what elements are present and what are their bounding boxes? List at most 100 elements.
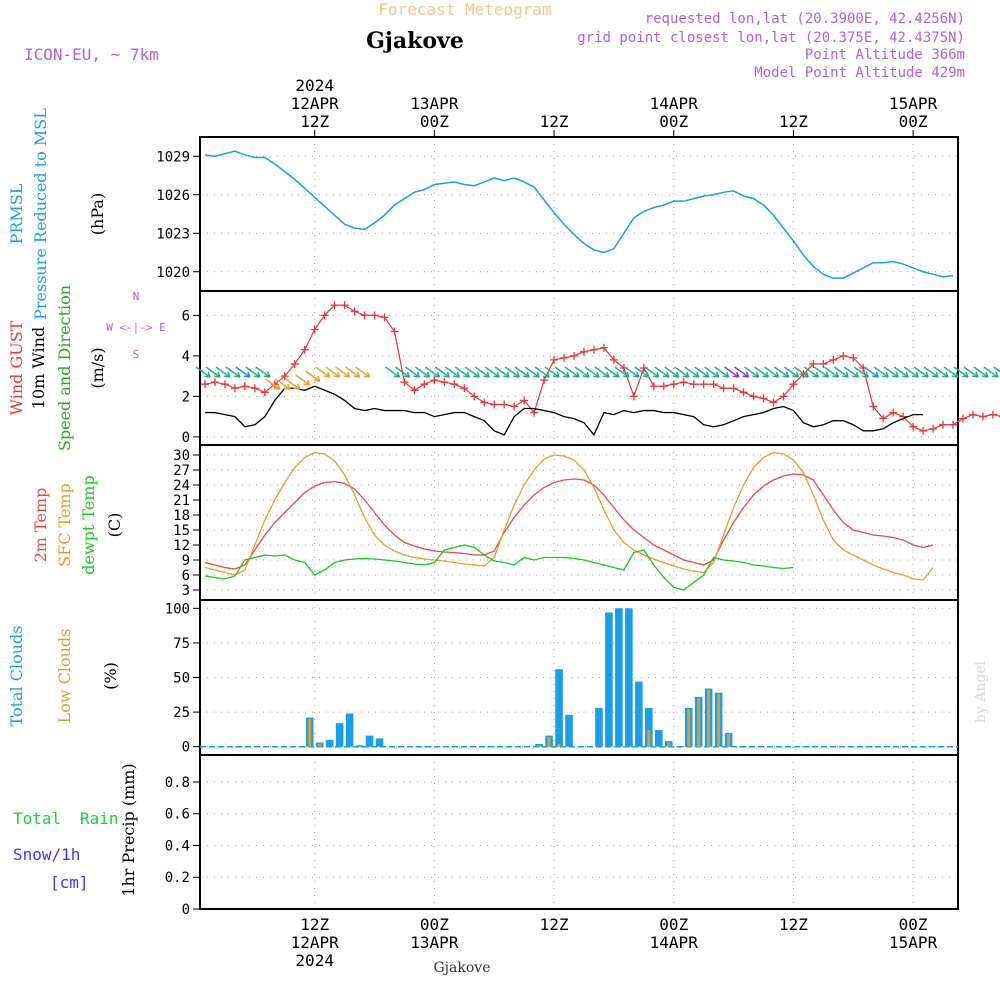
y-tick-label: 12 bbox=[173, 538, 190, 554]
gust-point bbox=[240, 382, 249, 391]
arrow-shaft bbox=[295, 374, 311, 386]
arrow-shaft bbox=[395, 366, 410, 378]
gust-point bbox=[380, 313, 389, 322]
arrow-shaft bbox=[285, 378, 301, 390]
gust-point bbox=[849, 353, 858, 362]
wind-direction-arrow bbox=[873, 366, 889, 378]
y-tick-label: 9 bbox=[182, 553, 190, 569]
arrow-shaft bbox=[355, 366, 371, 378]
gust-point bbox=[839, 351, 848, 360]
wind-direction-arrow bbox=[474, 366, 490, 378]
gust-point bbox=[250, 384, 259, 393]
gust-point bbox=[470, 392, 479, 401]
gust-point bbox=[290, 359, 299, 368]
arrow-head bbox=[542, 371, 550, 378]
y-tick-label: 15 bbox=[173, 523, 190, 539]
arrow-shaft bbox=[604, 366, 620, 378]
arrow-shaft bbox=[843, 366, 859, 378]
wind-direction-arrow bbox=[484, 366, 500, 378]
series-prmsl-line bbox=[204, 150, 954, 279]
arrow-shaft bbox=[265, 378, 281, 390]
wind-direction-arrow bbox=[335, 366, 351, 378]
wind-direction-arrow bbox=[195, 366, 211, 378]
arrow-head bbox=[911, 371, 919, 378]
arrow-shaft bbox=[544, 366, 560, 378]
wind-direction-arrow bbox=[325, 366, 341, 378]
wind-direction-arrow bbox=[315, 366, 331, 378]
label-precip-axis: 1hr Precip (mm) bbox=[119, 763, 138, 896]
arrow-shaft bbox=[305, 370, 321, 382]
gust-point bbox=[320, 311, 329, 320]
gust-point bbox=[589, 345, 598, 354]
arrow-shaft bbox=[863, 366, 879, 378]
arrow-head bbox=[503, 371, 510, 378]
gust-point bbox=[350, 307, 359, 316]
gust-point bbox=[789, 380, 798, 389]
time-label-bottom: 12Z bbox=[779, 915, 808, 934]
gust-point bbox=[220, 380, 229, 389]
panel-frame bbox=[199, 290, 959, 446]
wind-direction-arrow bbox=[654, 366, 670, 378]
wind-direction-arrow bbox=[883, 366, 899, 378]
gust-point bbox=[370, 311, 379, 320]
gust-point bbox=[759, 394, 768, 403]
arrow-head bbox=[812, 371, 820, 378]
arrow-shaft bbox=[744, 366, 759, 378]
total-cloud-bar bbox=[375, 738, 384, 747]
arrow-head bbox=[483, 371, 490, 378]
time-label-bottom: 00Z bbox=[899, 915, 928, 934]
gust-point bbox=[919, 426, 928, 435]
panel-labels: PRMSL Pressure Reduced to MSL (hPa) Wind GU… bbox=[7, 108, 166, 897]
y-tick-label: 6 bbox=[182, 308, 190, 324]
arrow-head bbox=[413, 371, 421, 378]
y-tick-label: 25 bbox=[173, 705, 190, 721]
wind-direction-arrow bbox=[893, 366, 909, 378]
wind-direction-arrow bbox=[295, 374, 311, 386]
wind-direction-arrow bbox=[594, 366, 610, 378]
arrow-shaft bbox=[414, 366, 430, 378]
arrow-shaft bbox=[524, 366, 540, 378]
arrow-shaft bbox=[245, 366, 261, 378]
y-tick-label: 6 bbox=[182, 568, 190, 584]
arrow-head bbox=[552, 371, 560, 378]
label-2m-temp: 2m Temp bbox=[31, 488, 50, 563]
wind-direction-arrow bbox=[514, 366, 530, 378]
footer-location: Gjakove bbox=[434, 960, 491, 976]
wind-direction-arrow bbox=[684, 366, 700, 378]
gust-point bbox=[210, 378, 219, 387]
arrow-shaft bbox=[644, 366, 660, 378]
label-prmsl: PRMSL bbox=[7, 183, 26, 244]
wind-direction-arrow bbox=[285, 378, 301, 390]
arrow-shaft bbox=[315, 366, 331, 378]
total-cloud-bar bbox=[565, 714, 573, 747]
wind-direction-arrow bbox=[584, 366, 600, 378]
arrow-head bbox=[622, 371, 630, 378]
gust-point bbox=[659, 382, 668, 391]
wind-direction-arrow bbox=[215, 366, 231, 378]
arrow-head bbox=[562, 371, 570, 378]
gust-point bbox=[709, 380, 718, 389]
arrow-head bbox=[313, 375, 321, 382]
watermark: by Angel bbox=[973, 660, 989, 723]
time-label-bottom: 00Z bbox=[420, 915, 449, 934]
gust-point bbox=[829, 355, 838, 364]
arrow-shaft bbox=[624, 366, 640, 378]
arrow-head bbox=[293, 383, 301, 390]
gust-point bbox=[480, 398, 489, 407]
wind-direction-arrow bbox=[624, 366, 640, 378]
gust-point bbox=[689, 380, 698, 389]
gust-point bbox=[300, 345, 309, 354]
series-sfc-temp-line bbox=[204, 451, 934, 581]
arrow-shaft bbox=[215, 366, 231, 378]
gust-point bbox=[869, 402, 878, 411]
arrow-head bbox=[433, 371, 441, 378]
arrow-shaft bbox=[225, 366, 241, 378]
arrow-head bbox=[473, 371, 480, 378]
wind-direction-arrow bbox=[863, 366, 879, 378]
arrow-head bbox=[752, 371, 760, 378]
wind-direction-arrow bbox=[644, 366, 660, 378]
arrow-head bbox=[802, 371, 810, 378]
arrow-shaft bbox=[714, 366, 730, 378]
gust-point bbox=[739, 388, 748, 397]
